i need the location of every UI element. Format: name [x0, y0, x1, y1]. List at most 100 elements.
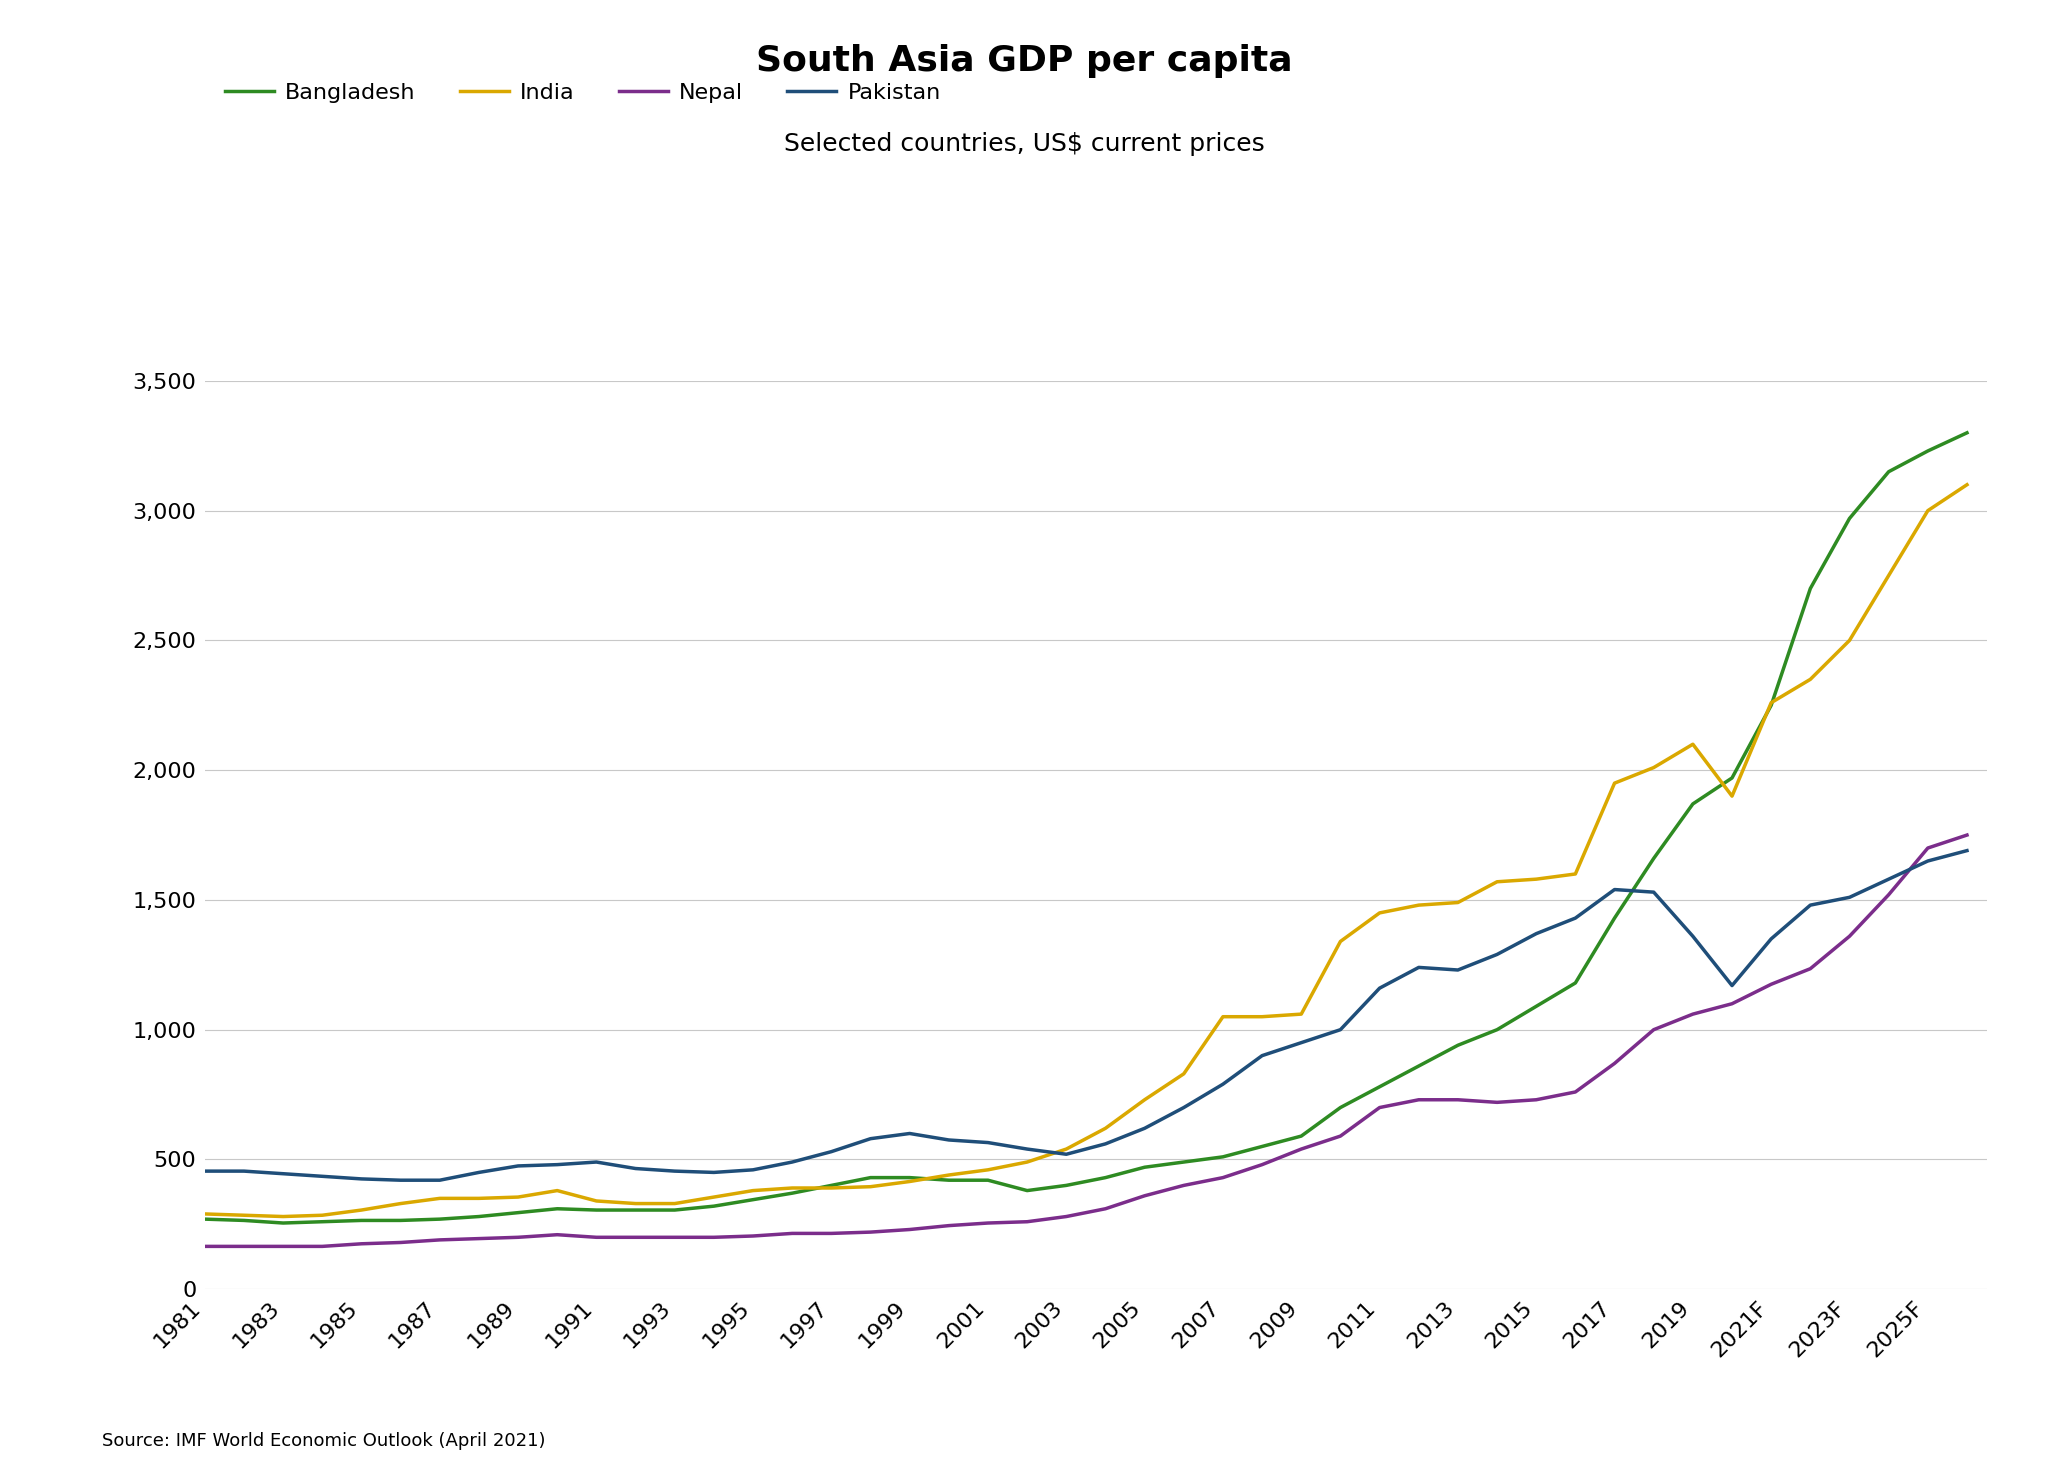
Bangladesh: [1485, 1021, 1509, 1039]
Bangladesh: [1329, 1099, 1354, 1116]
Nepal: [1602, 1055, 1626, 1072]
Pakistan: [897, 1125, 922, 1143]
India: [936, 1166, 961, 1184]
Nepal: [1563, 1083, 1587, 1100]
Pakistan: [741, 1162, 766, 1179]
Pakistan: [1133, 1119, 1157, 1137]
Nepal: [741, 1228, 766, 1245]
Nepal: [975, 1214, 999, 1232]
Pakistan: [780, 1153, 805, 1171]
India: [1368, 904, 1393, 921]
Nepal: [858, 1223, 883, 1241]
Pakistan: [858, 1130, 883, 1147]
Bangladesh: [1837, 510, 1862, 527]
Nepal: [1094, 1200, 1118, 1217]
Pakistan: [193, 1162, 217, 1179]
Bangladesh: [1681, 795, 1706, 813]
Nepal: [780, 1225, 805, 1242]
India: [1954, 476, 1978, 494]
Pakistan: [1368, 980, 1393, 998]
India: [1446, 894, 1470, 911]
Bangladesh: [506, 1204, 530, 1222]
Bangladesh: [348, 1212, 373, 1229]
Bangladesh: [936, 1172, 961, 1190]
Bangladesh: [389, 1212, 414, 1229]
India: [1016, 1153, 1040, 1171]
Nepal: [1171, 1176, 1196, 1194]
India: [623, 1195, 647, 1213]
India: [1720, 787, 1745, 804]
Pakistan: [1524, 924, 1548, 942]
Nepal: [1954, 826, 1978, 844]
Bangladesh: [1171, 1153, 1196, 1171]
India: [1837, 631, 1862, 649]
Nepal: [428, 1231, 453, 1248]
Nepal: [1016, 1213, 1040, 1231]
India: [1876, 567, 1901, 585]
Bangladesh: [1876, 463, 1901, 481]
India: [428, 1190, 453, 1207]
Nepal: [270, 1238, 295, 1256]
Nepal: [1407, 1091, 1432, 1109]
Pakistan: [1798, 897, 1823, 914]
Line: India: India: [205, 485, 1966, 1216]
Pakistan: [389, 1172, 414, 1190]
Pakistan: [428, 1172, 453, 1190]
Bangladesh: [1288, 1127, 1313, 1144]
Pakistan: [1720, 977, 1745, 995]
Pakistan: [1016, 1140, 1040, 1157]
India: [1640, 759, 1665, 776]
Bangladesh: [858, 1169, 883, 1187]
Nepal: [193, 1238, 217, 1256]
Bangladesh: [1133, 1159, 1157, 1176]
Nepal: [1210, 1169, 1235, 1187]
Bangladesh: [1759, 696, 1784, 713]
Pakistan: [819, 1143, 844, 1160]
Bangladesh: [897, 1169, 922, 1187]
India: [1485, 873, 1509, 891]
Nepal: [623, 1229, 647, 1247]
Bangladesh: [1407, 1058, 1432, 1075]
Bangladesh: [1446, 1036, 1470, 1053]
India: [975, 1162, 999, 1179]
Pakistan: [975, 1134, 999, 1151]
Pakistan: [1210, 1075, 1235, 1093]
India: [780, 1179, 805, 1197]
Pakistan: [231, 1162, 256, 1179]
India: [1288, 1005, 1313, 1023]
India: [1407, 897, 1432, 914]
India: [584, 1193, 608, 1210]
Bangladesh: [270, 1214, 295, 1232]
Nepal: [231, 1238, 256, 1256]
India: [1602, 775, 1626, 793]
Pakistan: [662, 1162, 686, 1179]
Nepal: [506, 1229, 530, 1247]
Nepal: [348, 1235, 373, 1253]
Bangladesh: [1524, 998, 1548, 1015]
Bangladesh: [545, 1200, 569, 1217]
Bangladesh: [623, 1201, 647, 1219]
Pakistan: [1915, 853, 1939, 870]
Legend: Bangladesh, India, Nepal, Pakistan: Bangladesh, India, Nepal, Pakistan: [215, 75, 950, 111]
Bangladesh: [780, 1184, 805, 1201]
India: [389, 1195, 414, 1213]
Nepal: [467, 1229, 492, 1247]
Pakistan: [1055, 1146, 1079, 1163]
Pakistan: [584, 1153, 608, 1171]
Bangladesh: [1720, 769, 1745, 787]
Line: Nepal: Nepal: [205, 835, 1966, 1247]
Bangladesh: [1798, 580, 1823, 598]
Bangladesh: [1249, 1138, 1274, 1156]
Pakistan: [1563, 910, 1587, 927]
Nepal: [1524, 1091, 1548, 1109]
Text: South Asia GDP per capita: South Asia GDP per capita: [756, 44, 1292, 78]
India: [193, 1206, 217, 1223]
Nepal: [897, 1220, 922, 1238]
Bangladesh: [1094, 1169, 1118, 1187]
Bangladesh: [1915, 442, 1939, 460]
Pakistan: [1329, 1021, 1354, 1039]
Nepal: [1681, 1005, 1706, 1023]
India: [1055, 1140, 1079, 1157]
Pakistan: [1876, 870, 1901, 888]
Nepal: [1485, 1093, 1509, 1110]
